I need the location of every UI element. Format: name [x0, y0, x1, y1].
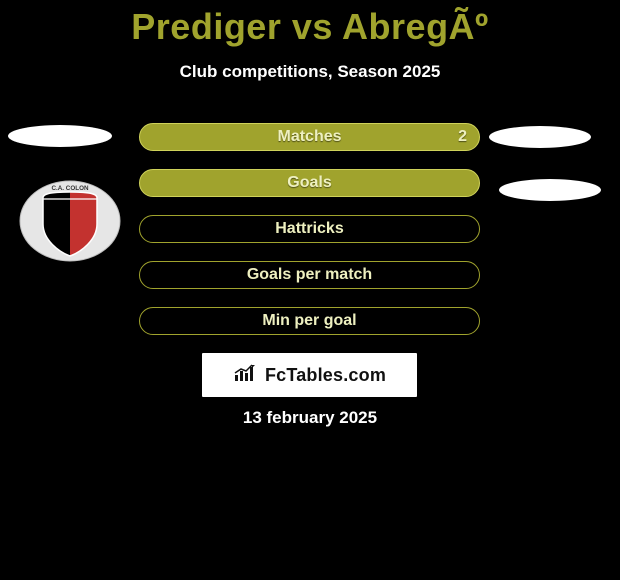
bar-chart-icon	[233, 363, 259, 388]
stat-label: Min per goal	[140, 308, 479, 334]
stat-value: 2	[458, 124, 467, 150]
page-title: Prediger vs AbregÃº	[0, 6, 620, 48]
stat-row-hattricks: Hattricks	[139, 215, 480, 243]
stat-row-goals: Goals	[139, 169, 480, 197]
stat-label: Hattricks	[140, 216, 479, 242]
source-logo-inner: FcTables.com	[233, 363, 386, 388]
date-text: 13 february 2025	[0, 408, 620, 428]
right-player-logo-placeholder-1	[489, 126, 591, 148]
source-logo-box[interactable]: FcTables.com	[202, 353, 417, 397]
page-subtitle: Club competitions, Season 2025	[0, 62, 620, 82]
crest-text: C.A. COLON	[51, 185, 89, 192]
right-club-crest-placeholder	[499, 179, 601, 201]
left-club-crest: C.A. COLON	[19, 180, 121, 262]
left-player-logo-placeholder	[8, 125, 112, 147]
stat-label: Goals	[140, 170, 479, 196]
stat-label: Matches	[140, 124, 479, 150]
stat-row-goals-per-match: Goals per match	[139, 261, 480, 289]
stats-list: Matches 2 Goals Hattricks Goals per matc…	[139, 123, 480, 353]
stat-row-matches: Matches 2	[139, 123, 480, 151]
stat-label: Goals per match	[140, 262, 479, 288]
source-logo-text: FcTables.com	[265, 365, 386, 386]
stat-row-min-per-goal: Min per goal	[139, 307, 480, 335]
